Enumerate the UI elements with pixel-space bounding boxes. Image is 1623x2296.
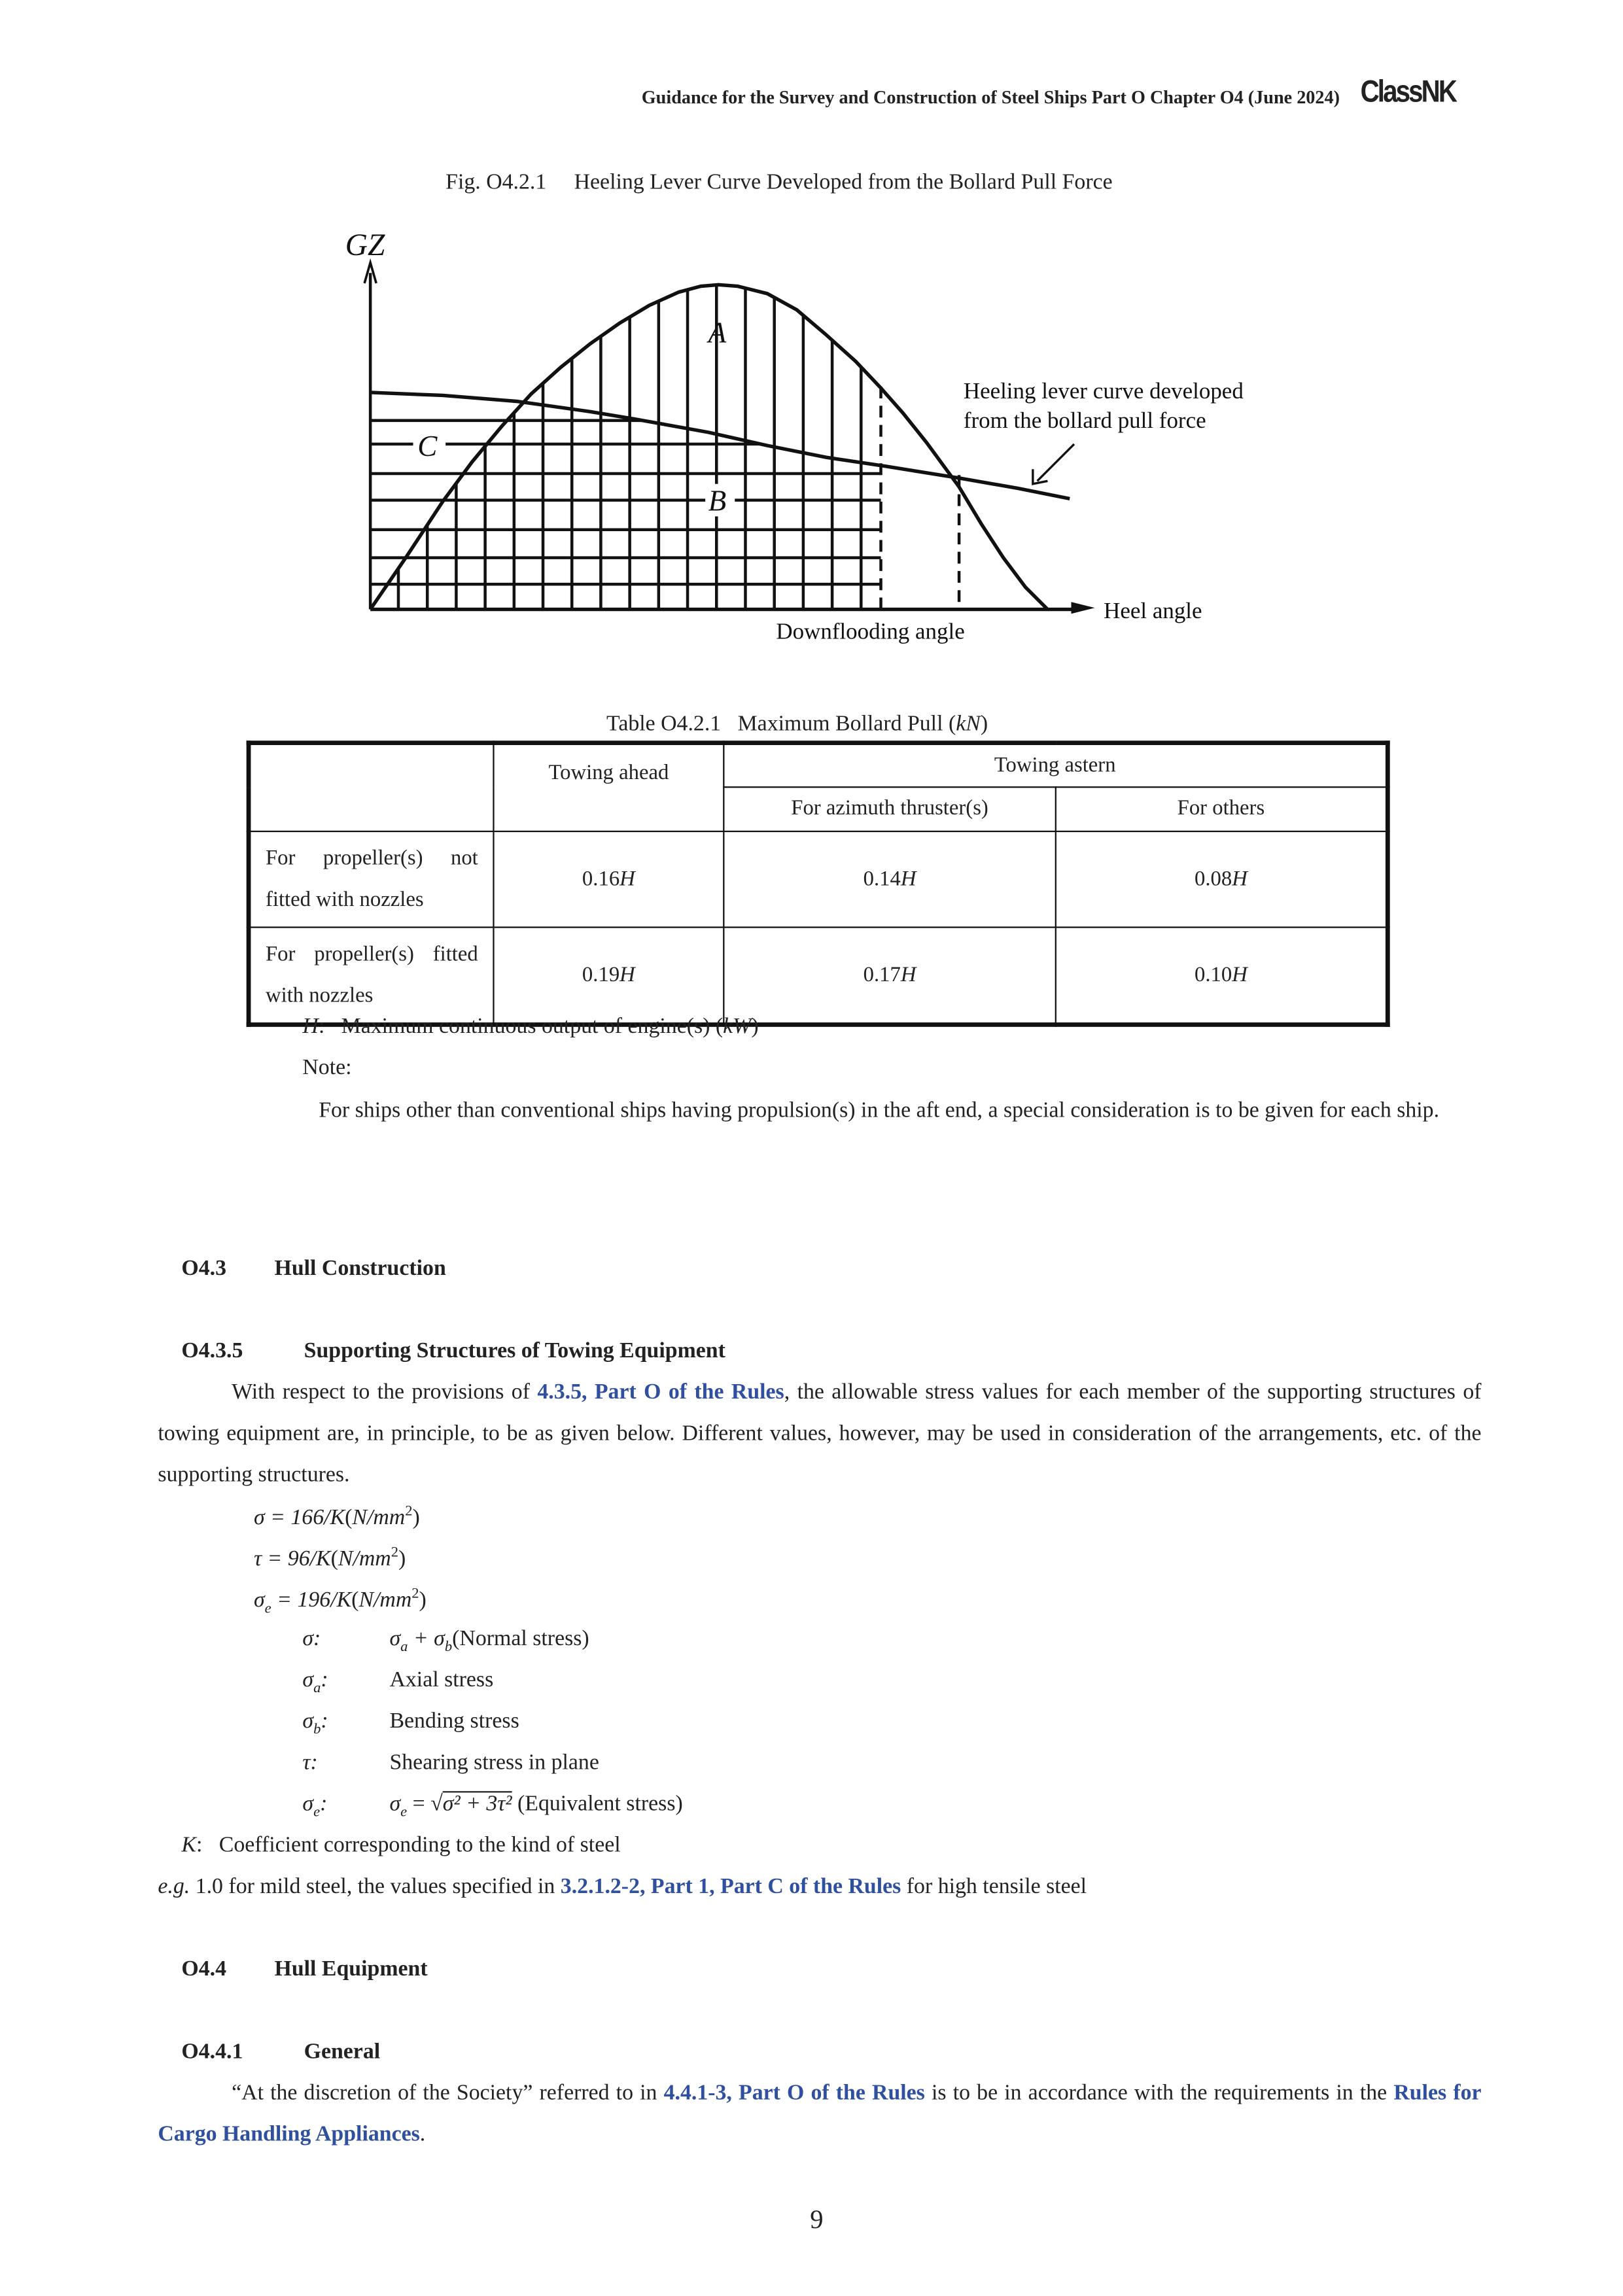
def-text: σe = √σ² + 3τ² (Equivalent stress) — [389, 1791, 683, 1820]
area-a-label: A — [707, 316, 727, 349]
page-number: 9 — [810, 2204, 824, 2234]
section-title: Hull Construction — [274, 1257, 446, 1281]
section-title: Hull Equipment — [274, 1958, 428, 1982]
section-title: Supporting Structures of Towing Equipmen… — [304, 1339, 725, 1364]
downflooding-label: Downflooding angle — [776, 619, 964, 644]
section-number: O4.4 — [181, 1958, 227, 1982]
figure-caption: Fig. O4.2.1 Heeling Lever Curve Develope… — [445, 171, 1113, 195]
equation-tau: τ = 96/K(N/mm2) — [253, 1544, 406, 1572]
equation-sigma: σ = 166/K(N/mm2) — [253, 1503, 420, 1530]
k-definition: K: Coefficient corresponding to the kind… — [181, 1834, 621, 1858]
gz-label: GZ — [345, 228, 385, 262]
def-symbol: σb: — [302, 1710, 328, 1738]
col-others: For others — [1055, 786, 1389, 833]
col-towing-ahead: Towing ahead — [493, 742, 725, 833]
example-line: e.g. 1.0 for mild steel, the values spec… — [158, 1875, 1087, 1899]
section-number: O4.3 — [181, 1257, 227, 1281]
section-number: O4.4.1 — [181, 2040, 243, 2064]
equation-sigma-e: σe = 196/K(N/mm2) — [253, 1586, 427, 1618]
area-c-label: C — [417, 430, 438, 462]
annotation-line2: from the bollard pull force — [964, 408, 1206, 433]
def-symbol: τ: — [302, 1751, 318, 1775]
annotation-arrow — [1036, 443, 1075, 482]
def-text: Shearing stress in plane — [389, 1751, 599, 1775]
col-towing-astern: Towing astern — [723, 742, 1389, 788]
heel-angle-label: Heel angle — [1104, 598, 1202, 623]
area-b-label: B — [708, 484, 727, 517]
heeling-lever-curve — [370, 391, 1070, 501]
paragraph: “At the discretion of the Society” refer… — [158, 2081, 1482, 2147]
def-text: σa + σb(Normal stress) — [389, 1627, 589, 1656]
table-caption: Table O4.2.1 Maximum Bollard Pull (kN) — [606, 712, 988, 737]
section-number: O4.3.5 — [181, 1339, 243, 1364]
note-label: Note: — [302, 1056, 352, 1081]
paragraph: With respect to the provisions of 4.3.5,… — [158, 1381, 1482, 1487]
rules-cargo-link[interactable]: Rules for Cargo Handling Appliances — [158, 2081, 1482, 2147]
table-row: For propeller(s) not fitted with nozzles … — [247, 830, 1389, 928]
table-row: For propeller(s) fitted with nozzles 0.19… — [247, 926, 1389, 1026]
def-symbol: σe: — [302, 1792, 328, 1821]
classnk-logo: ClassNK — [1360, 75, 1457, 109]
def-symbol: σ: — [302, 1627, 321, 1651]
def-symbol: σa: — [302, 1668, 328, 1697]
rule-link[interactable]: 4.3.5, Part O of the Rules — [537, 1381, 784, 1405]
col-azimuth: For azimuth thruster(s) — [723, 786, 1056, 833]
bollard-pull-table: Towing ahead Towing astern For azimuth th… — [246, 740, 1390, 1027]
note-h: H: Maximum continuous output of engine(s… — [302, 1015, 759, 1039]
gz-curve — [368, 283, 1049, 611]
def-text: Bending stress — [389, 1710, 519, 1734]
heeling-lever-figure: GZ A B C Heeling lever curve developed f… — [345, 228, 1244, 644]
annotation-line1: Heeling lever curve developed — [964, 378, 1244, 404]
heel-angle-axis-arrow — [1071, 602, 1095, 614]
section-title: General — [304, 2040, 381, 2064]
note-text: For ships other than conventional ships … — [319, 1099, 1440, 1123]
def-text: Axial stress — [389, 1668, 494, 1693]
rule-link[interactable]: 4.4.1-3, Part O of the Rules — [663, 2081, 925, 2106]
gz-axis-arrow — [363, 258, 377, 284]
running-header: Guidance for the Survey and Construction… — [641, 87, 1340, 108]
rule-link[interactable]: 3.2.1.2-2, Part 1, Part C of the Rules — [560, 1875, 901, 1899]
